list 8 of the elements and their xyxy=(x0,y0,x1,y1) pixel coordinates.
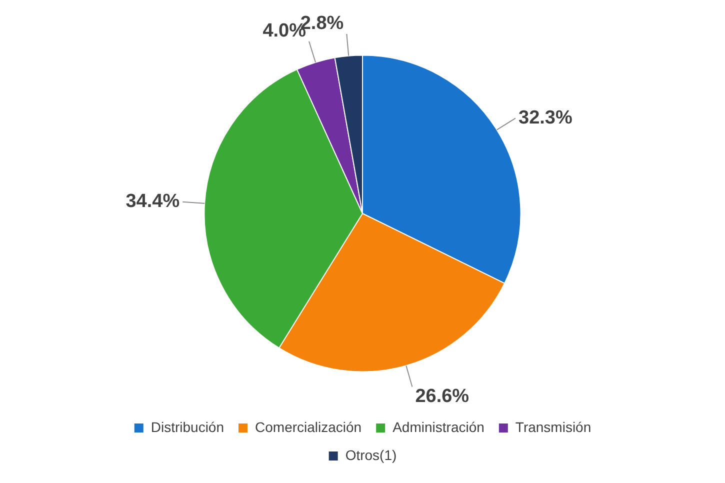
legend-label: Administración xyxy=(392,418,484,435)
legend-label: Otros(1) xyxy=(345,446,397,463)
data-label: 26.6% xyxy=(415,386,470,408)
legend-label: Distribución xyxy=(150,418,224,435)
legend-label: Transmisión xyxy=(515,418,592,435)
data-label: 34.4% xyxy=(126,191,180,212)
legend-label: Comercialización xyxy=(255,418,362,435)
data-label: 32.3% xyxy=(518,107,572,128)
